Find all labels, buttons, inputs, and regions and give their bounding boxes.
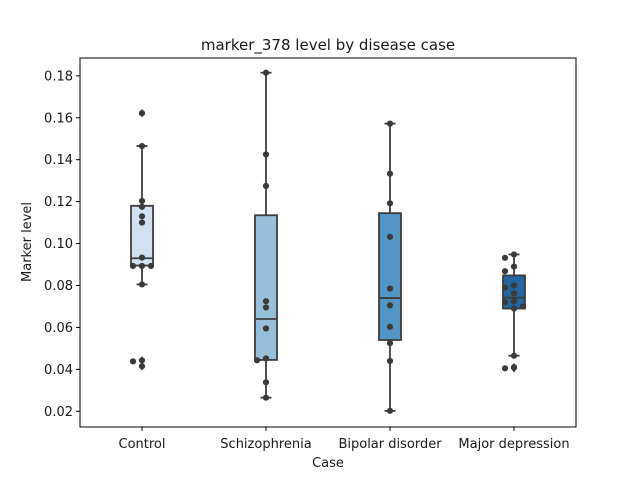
box-iqr: [254, 214, 278, 361]
data-point: [386, 120, 394, 127]
y-tick-label: 0.02: [44, 405, 73, 420]
y-tick-label: 0.16: [44, 111, 73, 126]
x-tick-label: Schizophrenia: [220, 437, 311, 452]
data-point: [262, 394, 270, 401]
data-point: [138, 142, 146, 150]
data-point: [147, 262, 155, 270]
y-tick-label: 0.04: [44, 363, 73, 378]
data-point: [386, 200, 394, 207]
data-point: [510, 282, 518, 289]
data-point: [386, 285, 394, 292]
data-point: [138, 262, 146, 270]
data-point: [501, 254, 509, 261]
data-point: [262, 304, 270, 311]
data-point: [501, 365, 509, 372]
data-point: [138, 213, 146, 220]
data-point: [510, 305, 518, 312]
x-axis-label: Case: [312, 456, 344, 471]
data-point: [386, 323, 394, 330]
data-point: [262, 151, 270, 158]
data-point: [386, 170, 394, 177]
box-iqr: [378, 212, 402, 341]
data-point: [138, 281, 146, 288]
data-point: [510, 290, 518, 297]
data-point: [386, 302, 394, 309]
data-point: [510, 251, 518, 258]
data-point: [262, 355, 270, 362]
data-point: [138, 357, 146, 364]
data-point: [501, 268, 509, 275]
data-point: [386, 340, 394, 347]
data-point: [262, 379, 270, 386]
data-point: [262, 325, 270, 332]
data-point: [386, 233, 394, 240]
data-point: [519, 303, 527, 310]
data-point: [386, 407, 394, 414]
data-point: [510, 263, 518, 270]
y-tick-label: 0.08: [44, 279, 73, 294]
plot-area: 0.02 0.04 0.06 0.08 0.10 0.12 0.14 0.16 0.18 Cont…: [44, 69, 570, 452]
data-point: [262, 69, 270, 76]
y-tick-label: 0.18: [44, 69, 73, 84]
data-point: [510, 298, 518, 305]
data-point: [386, 357, 394, 365]
y-tick-label: 0.12: [44, 195, 73, 210]
y-tick-label: 0.06: [44, 321, 73, 336]
data-point: [253, 357, 261, 364]
data-point: [501, 284, 509, 291]
data-point: [138, 363, 146, 370]
axes-frame: [79, 57, 577, 428]
data-point: [262, 298, 270, 305]
data-point: [262, 182, 270, 189]
data-point: [138, 203, 146, 210]
chart-title: marker_378 level by disease case: [201, 36, 455, 55]
data-point: [510, 364, 518, 371]
x-tick-label: Major depression: [458, 437, 569, 452]
y-axis-label: Marker level: [20, 202, 35, 282]
data-point: [138, 219, 146, 226]
data-point: [138, 197, 146, 205]
y-tick-label: 0.10: [44, 237, 73, 252]
data-point: [138, 254, 146, 261]
data-point: [510, 352, 518, 359]
data-point: [129, 358, 137, 365]
x-tick-label: Control: [119, 437, 166, 452]
data-point: [501, 299, 509, 306]
data-point: [138, 110, 146, 117]
data-point: [129, 262, 137, 270]
x-tick-label: Bipolar disorder: [338, 437, 442, 452]
y-tick-label: 0.14: [44, 153, 73, 168]
